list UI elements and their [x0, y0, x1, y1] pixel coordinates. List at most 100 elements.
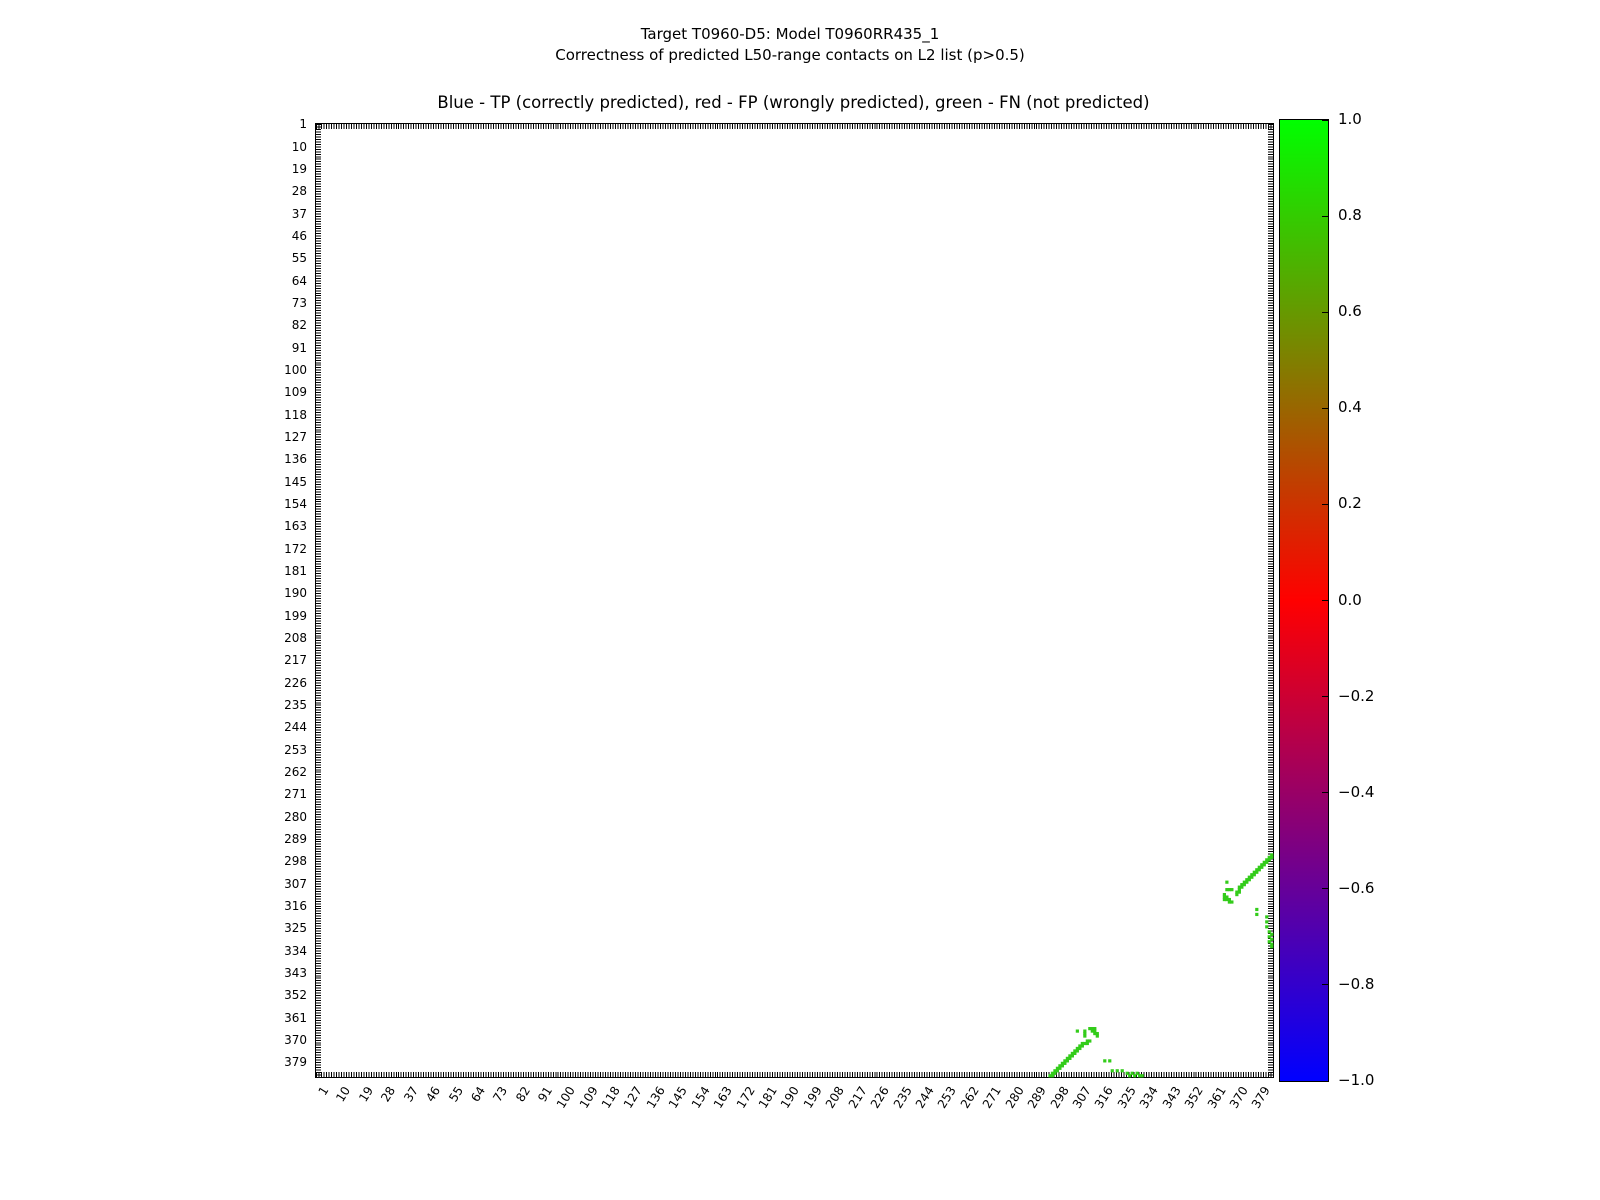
fn-marker [1075, 1029, 1079, 1033]
colorbar-tick-label: −1.0 [1338, 1071, 1375, 1089]
fn-marker [1262, 860, 1266, 864]
x-axis-tick-label: 55 [445, 1084, 466, 1105]
fn-marker [1270, 932, 1274, 936]
fn-marker [1090, 1027, 1094, 1031]
fn-marker [1133, 1074, 1137, 1078]
fn-marker [1237, 885, 1241, 889]
fn-marker [1225, 888, 1229, 892]
x-axis-tick-label: 109 [576, 1084, 601, 1111]
fn-marker [1222, 892, 1226, 897]
y-axis-tick-label: 235 [284, 697, 307, 712]
y-axis-tick-label: 172 [284, 541, 307, 556]
fn-marker [1242, 880, 1246, 884]
x-axis-tick-label: 217 [845, 1084, 870, 1111]
fn-marker [1060, 1061, 1065, 1065]
fn-marker [1222, 897, 1226, 902]
fn-marker [1080, 1044, 1084, 1048]
y-axis-tick-label: 46 [291, 228, 307, 243]
x-axis-tick-label: 298 [1047, 1084, 1072, 1111]
figure-title: Target T0960-D5: Model T0960RR435_1 Corr… [0, 24, 1580, 66]
fn-marker [1090, 1029, 1094, 1033]
fn-marker [1255, 907, 1259, 912]
y-axis-tick-label: 379 [284, 1055, 307, 1070]
fn-marker [1138, 1074, 1142, 1078]
colorbar-tick-label: −0.4 [1338, 782, 1375, 801]
y-axis-tick-label: 55 [291, 251, 307, 266]
y-axis-tick-label: 208 [284, 630, 307, 645]
fn-marker [1237, 890, 1241, 894]
y-axis-tick-label: 136 [284, 452, 307, 467]
colorbar-tick-label: 0.8 [1338, 206, 1362, 225]
fn-marker [1267, 858, 1271, 862]
x-axis-tick-label: 172 [733, 1084, 758, 1111]
y-axis-tick-label: 199 [284, 608, 307, 623]
x-axis-tick-label: 100 [553, 1084, 578, 1111]
fn-marker [1240, 883, 1244, 887]
fn-marker [1235, 892, 1239, 897]
y-axis-tick-label: 226 [284, 675, 307, 690]
x-axis-tick-label: 127 [621, 1084, 646, 1111]
fn-marker [1085, 1039, 1089, 1043]
x-axis-tick-label: 226 [867, 1084, 892, 1111]
fn-marker [1255, 912, 1259, 917]
colorbar-tick-label: 0.4 [1338, 398, 1362, 417]
x-axis-tick-label: 334 [1137, 1084, 1162, 1111]
x-axis-tick-label: 91 [535, 1084, 556, 1105]
fn-marker [1095, 1034, 1099, 1038]
fn-marker [1083, 1031, 1087, 1036]
fn-marker [1255, 870, 1259, 874]
fn-marker [1110, 1069, 1114, 1073]
fn-marker [1140, 1074, 1144, 1078]
x-axis-tick-label: 289 [1024, 1084, 1049, 1111]
y-axis-tick-label: 100 [284, 362, 307, 377]
x-axis-tick-label: 316 [1092, 1084, 1117, 1111]
y-axis-tick-label: 361 [284, 1010, 307, 1025]
colorbar-tick [1322, 215, 1328, 217]
plot-title: Blue - TP (correctly predicted), red - F… [437, 93, 1150, 112]
x-axis-tick-label: 271 [980, 1084, 1005, 1111]
x-axis-tick-label: 343 [1159, 1084, 1184, 1111]
y-axis-tick-label: 217 [284, 653, 307, 668]
fn-marker [1270, 945, 1274, 949]
y-axis-tick-label: 181 [284, 563, 307, 578]
fn-marker [1270, 853, 1274, 857]
fn-marker [1265, 858, 1269, 862]
fn-marker [1267, 935, 1271, 939]
colorbar-tick [1322, 792, 1328, 794]
fn-marker [1053, 1069, 1057, 1073]
figure-title-line2: Correctness of predicted L50-range conta… [555, 46, 1025, 64]
fn-marker [1247, 878, 1251, 882]
x-axis-tick-label: 199 [800, 1084, 825, 1111]
colorbar-tick [1322, 119, 1328, 121]
fn-marker [1083, 1034, 1087, 1038]
fn-marker [1070, 1051, 1074, 1056]
fn-marker [1252, 870, 1256, 874]
x-axis-tick-label: 262 [957, 1084, 982, 1111]
fn-marker [1265, 920, 1269, 924]
fn-marker [1227, 888, 1231, 892]
fn-marker [1242, 883, 1246, 887]
x-axis-tick-label: 208 [823, 1084, 848, 1111]
x-axis-tick-label: 10 [333, 1084, 354, 1105]
fn-marker [1073, 1049, 1077, 1053]
fn-marker [1255, 868, 1259, 872]
y-axis-tick-label: 73 [291, 295, 307, 310]
fn-marker [1225, 880, 1229, 884]
fn-marker [1225, 897, 1229, 902]
colorbar-tick-label: −0.8 [1338, 974, 1375, 993]
x-axis-tick-label: 37 [400, 1084, 421, 1105]
fn-marker [1063, 1061, 1067, 1065]
x-axis-tick-label: 253 [935, 1084, 960, 1111]
contact-map-plot [315, 123, 1274, 1078]
fn-marker [1262, 863, 1266, 867]
fn-marker [1108, 1059, 1112, 1063]
y-axis-tick-label: 307 [284, 876, 307, 891]
y-axis-tick-label: 352 [284, 988, 307, 1003]
fn-marker [1267, 930, 1271, 934]
fn-marker [1075, 1049, 1079, 1053]
fn-marker [1257, 868, 1261, 872]
fn-marker [1257, 865, 1261, 869]
fn-marker [1070, 1054, 1074, 1058]
y-axis-tick-label: 325 [284, 921, 307, 936]
y-axis-tick-label: 253 [284, 742, 307, 757]
